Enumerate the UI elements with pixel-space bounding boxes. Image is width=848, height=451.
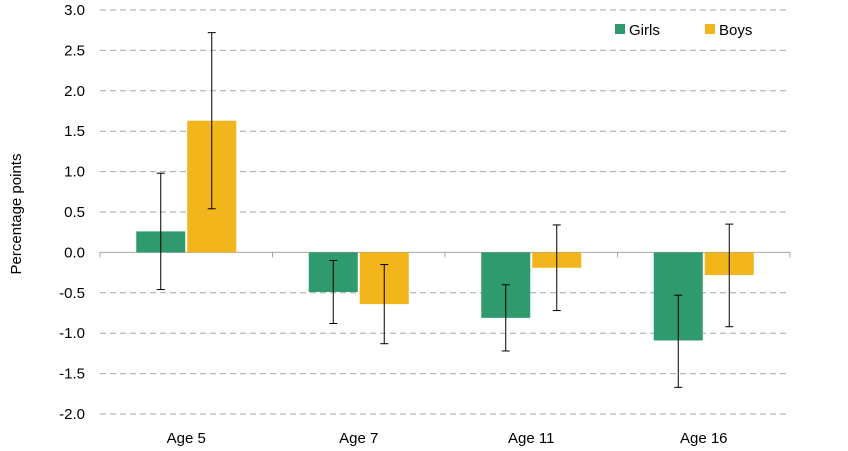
legend-label-girls: Girls bbox=[629, 22, 660, 39]
y-axis-label: Percentage points bbox=[8, 154, 25, 275]
x-tick-labels: Age 5 Age 7 Age 11 Age 16 bbox=[167, 430, 728, 447]
y-tick-label: 3.0 bbox=[64, 2, 85, 19]
y-tick-label: 1.5 bbox=[64, 123, 85, 140]
bars bbox=[136, 120, 754, 341]
y-tick-label: 0.5 bbox=[64, 204, 85, 221]
y-tick-label: -1.5 bbox=[59, 366, 85, 383]
y-tick-label: 1.0 bbox=[64, 164, 85, 181]
y-tick-label: 2.5 bbox=[64, 42, 85, 59]
error-bars bbox=[156, 32, 734, 388]
y-tick-label: -2.0 bbox=[59, 406, 85, 423]
y-tick-label: 0.0 bbox=[64, 244, 85, 261]
legend-label-boys: Boys bbox=[719, 22, 752, 39]
x-tick-label: Age 5 bbox=[167, 430, 206, 447]
y-tick-labels: 3.0 2.5 2.0 1.5 1.0 0.5 0.0 -0.5 -1.0 -1.5 -2.0 bbox=[59, 2, 85, 423]
legend: Girls Boys bbox=[615, 22, 752, 39]
x-tick-label: Age 11 bbox=[508, 430, 554, 447]
x-tick-label: Age 7 bbox=[339, 430, 378, 447]
y-tick-label: -1.0 bbox=[59, 325, 85, 342]
x-tick-label: Age 16 bbox=[680, 430, 728, 447]
y-tick-label: 2.0 bbox=[64, 83, 85, 100]
y-tick-label: -0.5 bbox=[59, 285, 85, 302]
legend-swatch-girls bbox=[615, 24, 625, 34]
legend-swatch-boys bbox=[705, 24, 715, 34]
